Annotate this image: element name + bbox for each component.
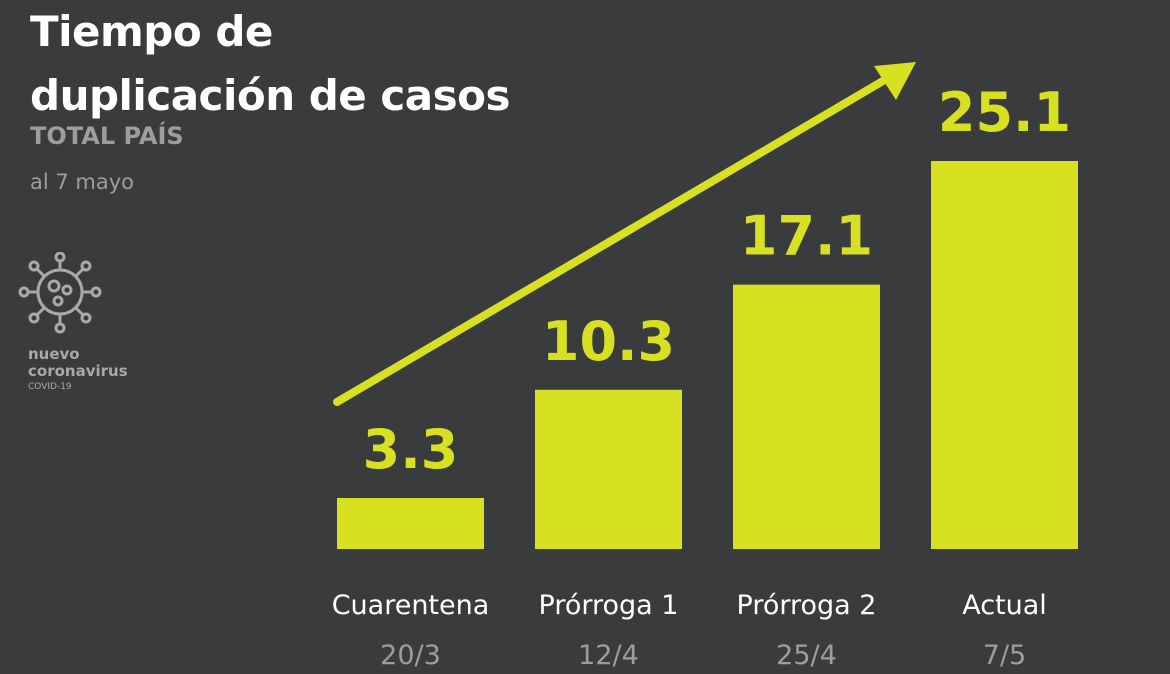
bar-4: [931, 161, 1078, 549]
bar-1: [337, 497, 484, 549]
title-line-2: duplicación de casos: [30, 71, 511, 120]
date-label-2: 12/4: [578, 640, 639, 671]
value-label-2: 10.3: [542, 310, 675, 373]
date-label-3: 25/4: [776, 640, 837, 671]
logo-text-covid: COVID-19: [28, 382, 72, 392]
bar-3: [733, 284, 880, 549]
chart-date: al 7 mayo: [30, 170, 135, 194]
category-label-3: Prórroga 2: [737, 590, 877, 621]
value-label-1: 3.3: [363, 418, 459, 481]
category-label-2: Prórroga 1: [539, 590, 679, 621]
bar-2: [535, 389, 682, 549]
chart-title: Tiempo de duplicación de casos: [30, 0, 511, 128]
value-label-4: 25.1: [938, 81, 1071, 144]
chart-subtitle: TOTAL PAÍS: [30, 122, 184, 150]
date-label-1: 20/3: [380, 640, 441, 671]
logo-text-coronavirus: coronavirus: [28, 362, 128, 380]
logo-text-nuevo: nuevo: [28, 345, 80, 363]
covid-logo: nuevo coronavirus COVID-19: [14, 251, 134, 394]
virus-icon: [18, 251, 102, 334]
title-line-1: Tiempo de: [30, 7, 273, 56]
category-label-1: Cuarentena: [332, 590, 490, 621]
category-label-4: Actual: [962, 590, 1047, 621]
date-label-4: 7/5: [983, 640, 1026, 671]
trend-arrow-head: [874, 62, 916, 100]
value-label-3: 17.1: [740, 205, 873, 268]
trend-arrow-line: [333, 74, 892, 406]
